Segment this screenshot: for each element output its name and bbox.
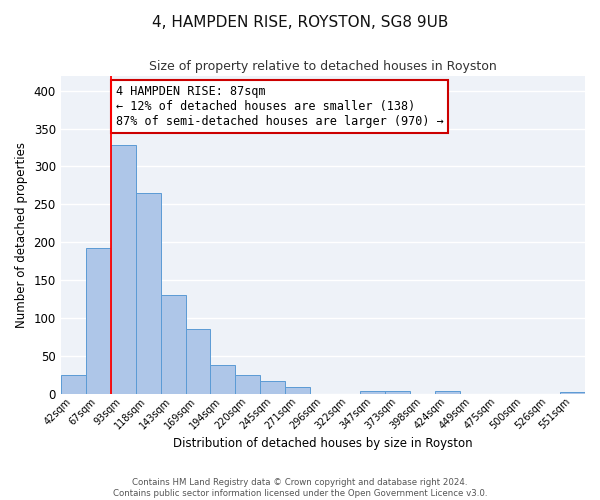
Bar xyxy=(161,296,185,394)
Bar xyxy=(435,392,460,394)
Bar xyxy=(110,146,136,394)
Bar xyxy=(286,387,310,394)
Bar xyxy=(360,390,385,394)
Bar xyxy=(211,365,235,394)
Bar xyxy=(185,328,211,394)
Text: 4 HAMPDEN RISE: 87sqm
← 12% of detached houses are smaller (138)
87% of semi-det: 4 HAMPDEN RISE: 87sqm ← 12% of detached … xyxy=(116,85,443,128)
Bar xyxy=(560,392,585,394)
X-axis label: Distribution of detached houses by size in Royston: Distribution of detached houses by size … xyxy=(173,437,473,450)
Bar xyxy=(86,248,110,394)
Text: Contains HM Land Registry data © Crown copyright and database right 2024.
Contai: Contains HM Land Registry data © Crown c… xyxy=(113,478,487,498)
Bar xyxy=(385,392,410,394)
Bar xyxy=(235,375,260,394)
Y-axis label: Number of detached properties: Number of detached properties xyxy=(15,142,28,328)
Bar xyxy=(260,381,286,394)
Text: 4, HAMPDEN RISE, ROYSTON, SG8 9UB: 4, HAMPDEN RISE, ROYSTON, SG8 9UB xyxy=(152,15,448,30)
Bar xyxy=(61,375,86,394)
Bar xyxy=(136,193,161,394)
Title: Size of property relative to detached houses in Royston: Size of property relative to detached ho… xyxy=(149,60,497,73)
